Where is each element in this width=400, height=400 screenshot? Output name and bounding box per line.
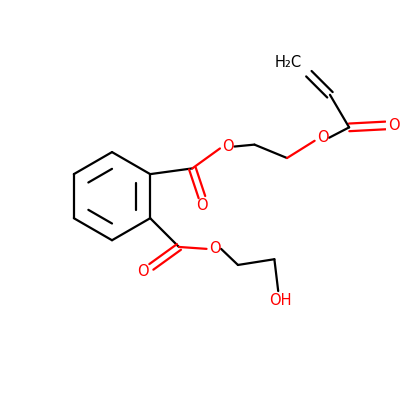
Text: O: O xyxy=(137,264,149,279)
Text: O: O xyxy=(209,241,221,256)
Text: O: O xyxy=(388,118,400,133)
Text: H₂C: H₂C xyxy=(274,56,301,70)
Text: O: O xyxy=(317,130,329,145)
Text: O: O xyxy=(196,198,208,213)
Text: O: O xyxy=(222,139,234,154)
Text: OH: OH xyxy=(269,293,291,308)
